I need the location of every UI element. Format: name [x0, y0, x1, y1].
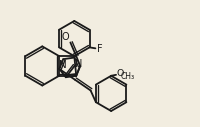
Text: O: O: [117, 69, 124, 78]
Text: F: F: [97, 44, 103, 54]
Text: CH₃: CH₃: [121, 72, 135, 81]
Text: O: O: [62, 32, 69, 42]
Text: N: N: [75, 59, 83, 69]
Text: N: N: [59, 60, 67, 70]
